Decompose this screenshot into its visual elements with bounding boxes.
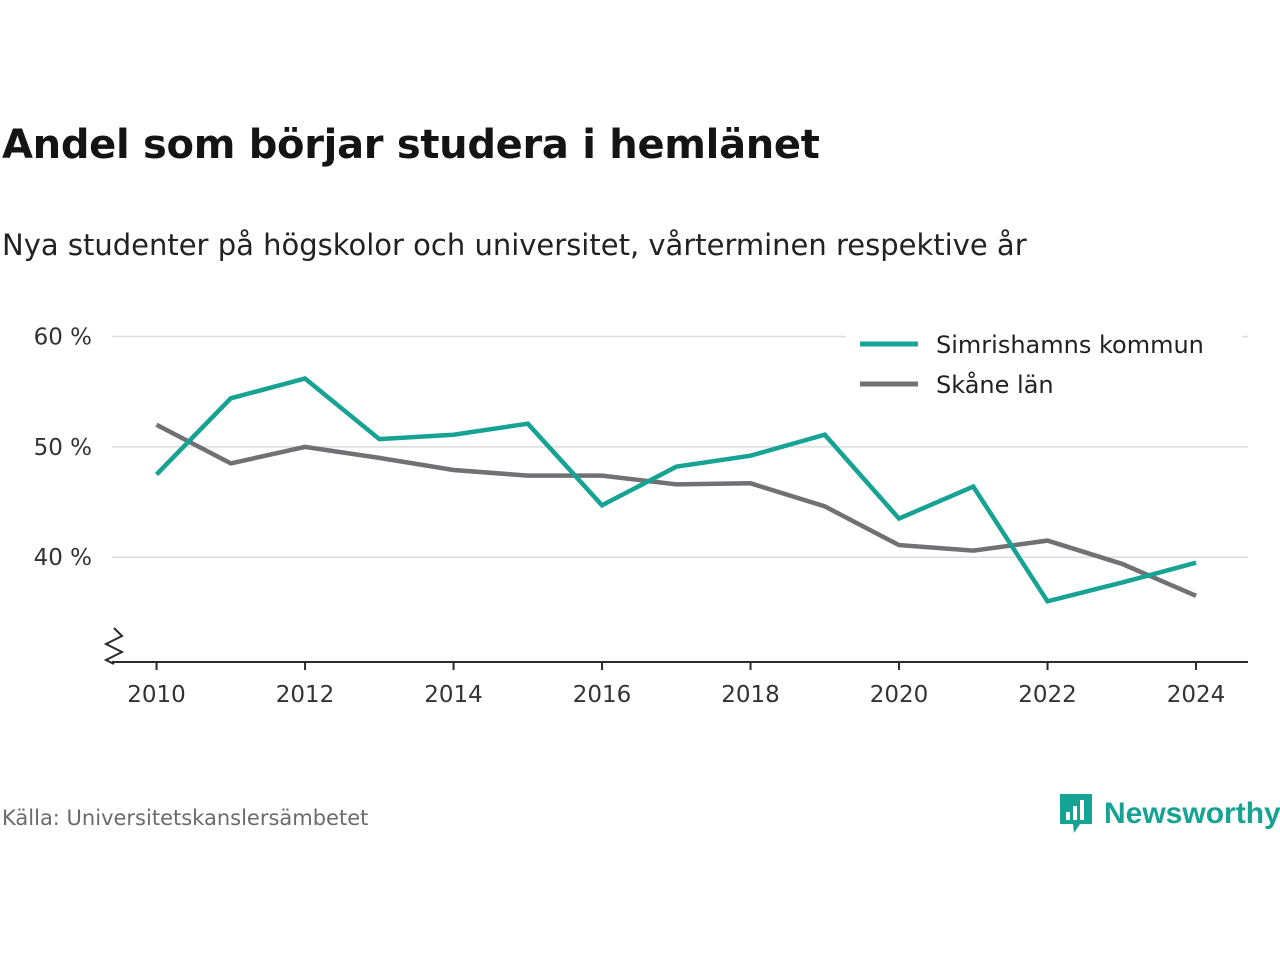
series-lines [154,376,1197,604]
x-tick-label: 2010 [127,682,186,708]
x-axis: 2010 2012 2014 2016 2018 2020 2022 2024 [103,627,1248,708]
legend-label: Simrishamns kommun [936,331,1204,359]
series-line [154,376,1197,604]
x-tick-label: 2018 [721,682,780,708]
legend-label: Skåne län [936,370,1054,399]
y-tick-label: 50 % [34,435,92,461]
axis-break-icon [103,627,125,665]
x-tick-label: 2022 [1018,682,1077,708]
brand-name: Newsworthy [1104,797,1280,830]
x-tick-label: 2020 [870,682,929,708]
legend: Simrishamns kommun Skåne län [846,320,1242,416]
chart-subtitle: Nya studenter på högskolor och universit… [2,228,1027,262]
series-line [155,422,1197,598]
y-tick-label: 60 % [34,325,92,351]
x-tick-label: 2016 [573,682,632,708]
source-note: Källa: Universitetskanslersämbetet [2,806,369,830]
x-tick-label: 2012 [276,682,335,708]
y-axis: 40 % 50 % 60 % [34,325,92,572]
legend-background [846,320,1242,416]
brand-logo: Newsworthy [1058,792,1280,836]
chart-bubble-icon [1060,794,1092,833]
y-tick-label: 40 % [34,545,92,571]
x-tick-label: 2024 [1167,682,1226,708]
x-tick-label: 2014 [424,682,483,708]
chart-title: Andel som börjar studera i hemlänet [2,122,820,168]
line-chart: 2010 2012 2014 2016 2018 2020 2022 2024 40 % 50 … [34,320,1248,708]
